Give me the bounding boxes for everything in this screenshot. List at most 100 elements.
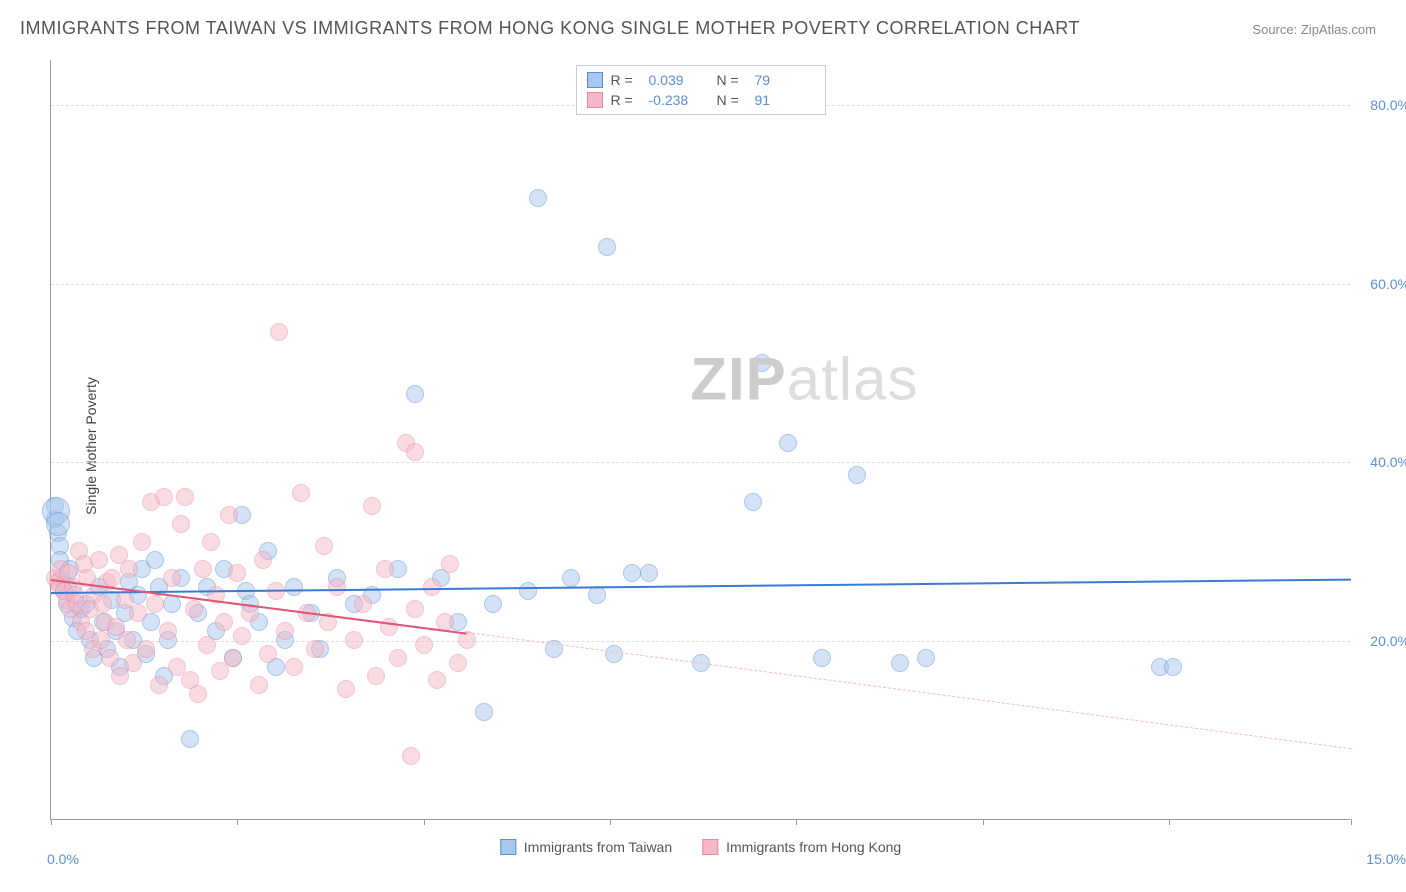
y-tick-label: 20.0%	[1370, 633, 1406, 649]
scatter-point	[640, 564, 658, 582]
scatter-point	[233, 627, 251, 645]
scatter-point	[189, 685, 207, 703]
watermark-light: atlas	[787, 345, 919, 412]
watermark-bold: ZIP	[690, 345, 786, 412]
legend-r-label: R =	[611, 92, 641, 108]
scatter-point	[90, 551, 108, 569]
scatter-point	[891, 654, 909, 672]
scatter-point	[185, 600, 203, 618]
scatter-point	[848, 466, 866, 484]
legend-swatch	[587, 92, 603, 108]
legend-n-label: N =	[717, 92, 747, 108]
scatter-point	[292, 484, 310, 502]
scatter-point	[202, 533, 220, 551]
scatter-point	[228, 564, 246, 582]
legend-row: R = 0.039 N = 79	[587, 70, 815, 90]
x-tick-mark	[424, 819, 425, 825]
scatter-point	[146, 551, 164, 569]
chart-title: IMMIGRANTS FROM TAIWAN VS IMMIGRANTS FRO…	[20, 18, 1080, 39]
scatter-point	[150, 676, 168, 694]
scatter-point	[406, 443, 424, 461]
scatter-point	[285, 578, 303, 596]
source-link[interactable]: ZipAtlas.com	[1301, 22, 1376, 37]
scatter-point	[94, 595, 112, 613]
scatter-point	[406, 600, 424, 618]
scatter-point	[181, 730, 199, 748]
scatter-point	[163, 595, 181, 613]
scatter-point	[354, 595, 372, 613]
scatter-point	[562, 569, 580, 587]
legend-n-value: 91	[755, 92, 815, 108]
scatter-point	[254, 551, 272, 569]
scatter-point	[172, 515, 190, 533]
scatter-point	[402, 747, 420, 765]
scatter-point	[220, 506, 238, 524]
scatter-point	[306, 640, 324, 658]
legend-row: R = -0.238 N = 91	[587, 90, 815, 110]
scatter-point	[484, 595, 502, 613]
scatter-point	[415, 636, 433, 654]
scatter-point	[224, 649, 242, 667]
scatter-point	[441, 555, 459, 573]
x-tick-mark	[983, 819, 984, 825]
scatter-point	[475, 703, 493, 721]
scatter-point	[605, 645, 623, 663]
legend-label: Immigrants from Taiwan	[524, 839, 672, 855]
scatter-point	[198, 636, 216, 654]
scatter-point	[380, 618, 398, 636]
scatter-point	[428, 671, 446, 689]
scatter-point	[529, 189, 547, 207]
scatter-point	[194, 560, 212, 578]
x-tick-mark	[1169, 819, 1170, 825]
scatter-point	[376, 560, 394, 578]
scatter-point	[753, 354, 771, 372]
legend-r-label: R =	[611, 72, 641, 88]
scatter-point	[315, 537, 333, 555]
scatter-point	[155, 488, 173, 506]
scatter-point	[101, 649, 119, 667]
legend-series: Immigrants from Taiwan Immigrants from Ho…	[500, 839, 901, 855]
gridline	[51, 462, 1350, 463]
legend-item: Immigrants from Hong Kong	[702, 839, 901, 855]
x-axis-min-label: 0.0%	[47, 851, 79, 867]
legend-n-value: 79	[755, 72, 815, 88]
scatter-point	[250, 676, 268, 694]
scatter-point	[176, 488, 194, 506]
scatter-point	[259, 645, 277, 663]
scatter-point	[118, 631, 136, 649]
scatter-point	[270, 323, 288, 341]
source-label: Source:	[1252, 22, 1297, 37]
scatter-point	[588, 586, 606, 604]
scatter-point	[917, 649, 935, 667]
scatter-point	[1164, 658, 1182, 676]
x-tick-mark	[610, 819, 611, 825]
legend-r-value: -0.238	[649, 92, 709, 108]
legend-swatch	[587, 72, 603, 88]
scatter-point	[449, 654, 467, 672]
scatter-point	[367, 667, 385, 685]
scatter-point	[813, 649, 831, 667]
x-axis-max-label: 15.0%	[1366, 851, 1406, 867]
watermark: ZIPatlas	[690, 344, 918, 413]
legend-r-value: 0.039	[649, 72, 709, 88]
y-tick-label: 40.0%	[1370, 454, 1406, 470]
scatter-point	[406, 385, 424, 403]
scatter-point	[146, 595, 164, 613]
gridline	[51, 284, 1350, 285]
plot-area: ZIPatlas R =0.039N =79R =-0.238N =91 Imm…	[50, 60, 1350, 820]
scatter-point	[163, 569, 181, 587]
legend-n-label: N =	[717, 72, 747, 88]
scatter-point	[519, 582, 537, 600]
scatter-point	[92, 631, 110, 649]
scatter-point	[423, 578, 441, 596]
scatter-point	[779, 434, 797, 452]
x-tick-mark	[237, 819, 238, 825]
scatter-point	[215, 613, 233, 631]
legend-correlation: R = 0.039 N = 79 R = -0.238 N = 91	[576, 65, 826, 115]
source-citation: Source: ZipAtlas.com	[1252, 22, 1376, 37]
scatter-point	[345, 631, 363, 649]
scatter-point	[124, 654, 142, 672]
scatter-point	[623, 564, 641, 582]
legend-label: Immigrants from Hong Kong	[726, 839, 901, 855]
scatter-point	[46, 512, 70, 536]
